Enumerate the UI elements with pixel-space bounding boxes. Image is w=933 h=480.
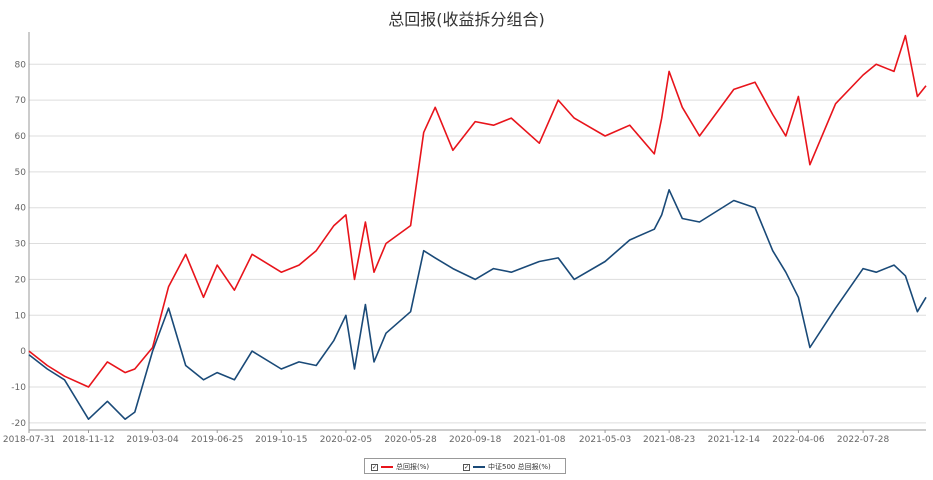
y-tick-label: 60 bbox=[15, 132, 27, 142]
y-tick-label: -10 bbox=[11, 383, 26, 393]
x-tick-label: 2019-10-15 bbox=[255, 435, 307, 445]
y-tick-label: 70 bbox=[15, 96, 27, 106]
chart-title: 总回报(收益拆分组合) bbox=[388, 10, 545, 29]
y-tick-label: 80 bbox=[15, 60, 27, 70]
x-tick-label: 2020-09-18 bbox=[449, 435, 502, 445]
x-tick-label: 2018-07-31 bbox=[3, 435, 55, 445]
x-tick-label: 2022-04-06 bbox=[772, 435, 825, 445]
x-tick-label: 2022-07-28 bbox=[837, 435, 890, 445]
y-tick-label: 10 bbox=[15, 311, 27, 321]
x-tick-labels: 2018-07-31 2018-11-12 2019-03-04 2019-06-25… bbox=[3, 435, 890, 445]
series-lines bbox=[28, 34, 927, 421]
series-line bbox=[28, 34, 927, 388]
x-tick-label: 2021-12-14 bbox=[708, 435, 761, 445]
legend-swatch bbox=[381, 466, 393, 468]
legend-label: 中证500 总回报(%) bbox=[488, 463, 551, 471]
x-tick-label: 2019-03-04 bbox=[126, 435, 179, 445]
x-tick-label: 2018-11-12 bbox=[62, 435, 114, 445]
axes bbox=[28, 32, 926, 433]
legend: ✓ 总回报(%) ✓ 中证500 总回报(%) bbox=[364, 458, 566, 474]
x-tick-label: 2020-05-28 bbox=[384, 435, 437, 445]
y-tick-label: 50 bbox=[15, 168, 27, 178]
y-tick-labels: -20 -10 0 10 20 30 40 50 60 70 80 bbox=[11, 60, 26, 429]
checkbox-icon[interactable]: ✓ bbox=[371, 463, 378, 471]
x-tick-label: 2020-02-05 bbox=[320, 435, 372, 445]
legend-swatch bbox=[473, 466, 485, 468]
y-tick-label: 20 bbox=[15, 275, 27, 285]
line-chart: -20 -10 0 10 20 30 40 50 60 70 80 2018-07-31 2018-1… bbox=[3, 32, 927, 445]
checkbox-icon[interactable]: ✓ bbox=[463, 463, 470, 471]
series-2 bbox=[28, 189, 927, 421]
y-tick-label: 0 bbox=[20, 347, 26, 357]
y-tick-label: -20 bbox=[11, 419, 26, 429]
series-1 bbox=[28, 34, 927, 388]
series-line bbox=[28, 189, 927, 421]
x-tick-label: 2021-08-23 bbox=[643, 435, 695, 445]
x-tick-label: 2021-05-03 bbox=[579, 435, 631, 445]
y-tick-label: 30 bbox=[15, 240, 27, 250]
x-tick-label: 2019-06-25 bbox=[191, 435, 243, 445]
y-tick-label: 40 bbox=[15, 204, 27, 214]
legend-label: 总回报(%) bbox=[396, 463, 430, 471]
legend-item-total-return[interactable]: ✓ 总回报(%) bbox=[371, 462, 429, 472]
gridlines bbox=[29, 63, 926, 424]
legend-item-csi500[interactable]: ✓ 中证500 总回报(%) bbox=[463, 462, 551, 472]
x-tick-label: 2021-01-08 bbox=[513, 435, 566, 445]
